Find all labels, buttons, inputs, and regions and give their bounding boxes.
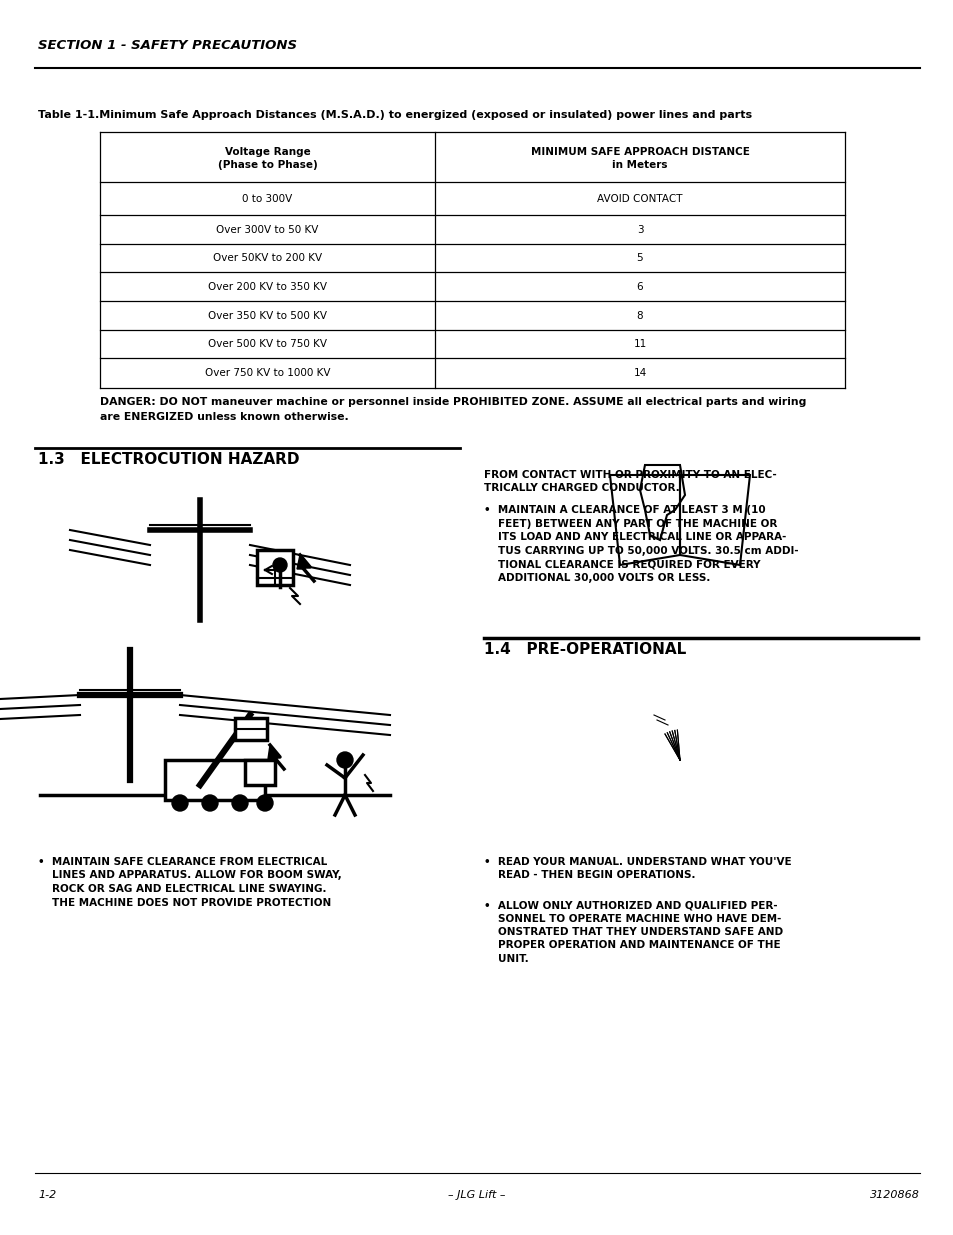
Text: •  MAINTAIN SAFE CLEARANCE FROM ELECTRICAL: • MAINTAIN SAFE CLEARANCE FROM ELECTRICA… [38, 857, 327, 867]
Text: PROPER OPERATION AND MAINTENANCE OF THE: PROPER OPERATION AND MAINTENANCE OF THE [497, 941, 780, 951]
Text: 3: 3 [636, 225, 642, 235]
Text: Over 50KV to 200 KV: Over 50KV to 200 KV [213, 253, 322, 263]
Circle shape [202, 795, 218, 811]
Text: MINIMUM SAFE APPROACH DISTANCE: MINIMUM SAFE APPROACH DISTANCE [530, 147, 749, 157]
Text: ADDITIONAL 30,000 VOLTS OR LESS.: ADDITIONAL 30,000 VOLTS OR LESS. [497, 573, 710, 583]
Text: (Phase to Phase): (Phase to Phase) [217, 161, 317, 170]
Text: ITS LOAD AND ANY ELECTRICAL LINE OR APPARA-: ITS LOAD AND ANY ELECTRICAL LINE OR APPA… [497, 532, 785, 542]
Text: TIONAL CLEARANCE IS REQUIRED FOR EVERY: TIONAL CLEARANCE IS REQUIRED FOR EVERY [497, 559, 760, 569]
Circle shape [273, 558, 287, 572]
Text: LINES AND APPARATUS. ALLOW FOR BOOM SWAY,: LINES AND APPARATUS. ALLOW FOR BOOM SWAY… [52, 871, 341, 881]
Text: 14: 14 [633, 368, 646, 378]
Text: 1-2: 1-2 [38, 1191, 56, 1200]
Text: •  MAINTAIN A CLEARANCE OF AT LEAST 3 M (10: • MAINTAIN A CLEARANCE OF AT LEAST 3 M (… [483, 505, 765, 515]
Text: are ENERGIZED unless known otherwise.: are ENERGIZED unless known otherwise. [100, 412, 349, 422]
Text: 5: 5 [636, 253, 642, 263]
Text: Over 750 KV to 1000 KV: Over 750 KV to 1000 KV [205, 368, 330, 378]
Text: FEET) BETWEEN ANY PART OF THE MACHINE OR: FEET) BETWEEN ANY PART OF THE MACHINE OR [497, 519, 777, 529]
Polygon shape [268, 745, 284, 769]
Text: AVOID CONTACT: AVOID CONTACT [597, 194, 682, 204]
Text: Over 350 KV to 500 KV: Over 350 KV to 500 KV [208, 310, 327, 321]
Text: 3120868: 3120868 [869, 1191, 919, 1200]
Text: 1.4   PRE-OPERATIONAL: 1.4 PRE-OPERATIONAL [483, 642, 685, 657]
Text: – JLG Lift –: – JLG Lift – [448, 1191, 505, 1200]
Text: ROCK OR SAG AND ELECTRICAL LINE SWAYING.: ROCK OR SAG AND ELECTRICAL LINE SWAYING. [52, 884, 326, 894]
Bar [245, 760, 274, 785]
Circle shape [232, 795, 248, 811]
Text: THE MACHINE DOES NOT PROVIDE PROTECTION: THE MACHINE DOES NOT PROVIDE PROTECTION [52, 898, 331, 908]
Text: ONSTRATED THAT THEY UNDERSTAND SAFE AND: ONSTRATED THAT THEY UNDERSTAND SAFE AND [497, 927, 782, 937]
Circle shape [336, 752, 353, 768]
Text: Table 1-1.Minimum Safe Approach Distances (M.S.A.D.) to energized (exposed or in: Table 1-1.Minimum Safe Approach Distance… [38, 110, 751, 120]
Text: •  ALLOW ONLY AUTHORIZED AND QUALIFIED PER-: • ALLOW ONLY AUTHORIZED AND QUALIFIED PE… [483, 900, 777, 910]
Text: READ - THEN BEGIN OPERATIONS.: READ - THEN BEGIN OPERATIONS. [497, 871, 695, 881]
Text: 1.3   ELECTROCUTION HAZARD: 1.3 ELECTROCUTION HAZARD [38, 452, 299, 467]
Text: Over 500 KV to 750 KV: Over 500 KV to 750 KV [208, 338, 327, 350]
Text: Voltage Range: Voltage Range [224, 147, 310, 157]
Text: •  READ YOUR MANUAL. UNDERSTAND WHAT YOU'VE: • READ YOUR MANUAL. UNDERSTAND WHAT YOU'… [483, 857, 791, 867]
Text: 8: 8 [636, 310, 642, 321]
Text: SECTION 1 - SAFETY PRECAUTIONS: SECTION 1 - SAFETY PRECAUTIONS [38, 40, 296, 52]
Text: Over 300V to 50 KV: Over 300V to 50 KV [216, 225, 318, 235]
Circle shape [172, 795, 188, 811]
Text: 6: 6 [636, 282, 642, 291]
Text: 0 to 300V: 0 to 300V [242, 194, 293, 204]
Bar [256, 550, 293, 585]
Text: FROM CONTACT WITH OR PROXIMITY TO AN ELEC-
TRICALLY CHARGED CONDUCTOR.: FROM CONTACT WITH OR PROXIMITY TO AN ELE… [483, 471, 776, 493]
Text: Over 200 KV to 350 KV: Over 200 KV to 350 KV [208, 282, 327, 291]
Bar [165, 760, 265, 800]
Text: in Meters: in Meters [612, 161, 667, 170]
Text: TUS CARRYING UP TO 50,000 VOLTS. 30.5 cm ADDI-: TUS CARRYING UP TO 50,000 VOLTS. 30.5 cm… [497, 546, 798, 556]
Circle shape [256, 795, 273, 811]
Bar [234, 718, 267, 740]
Text: SONNEL TO OPERATE MACHINE WHO HAVE DEM-: SONNEL TO OPERATE MACHINE WHO HAVE DEM- [497, 914, 781, 924]
Polygon shape [296, 555, 314, 580]
Text: DANGER: DO NOT maneuver machine or personnel inside PROHIBITED ZONE. ASSUME all : DANGER: DO NOT maneuver machine or perso… [100, 396, 805, 408]
Text: 11: 11 [633, 338, 646, 350]
Text: UNIT.: UNIT. [497, 953, 528, 965]
